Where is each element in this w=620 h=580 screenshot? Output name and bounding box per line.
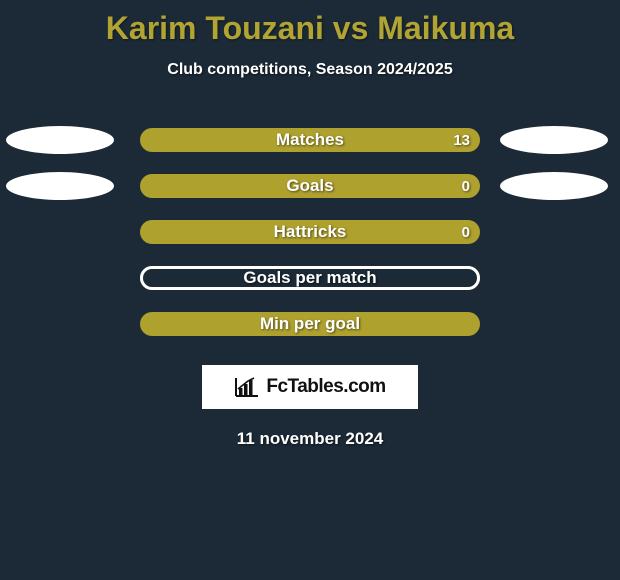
stat-bar: Matches 13 <box>140 128 480 152</box>
stat-bar: Hattricks 0 <box>140 220 480 244</box>
source-logo: FcTables.com <box>202 365 418 409</box>
stat-label: Hattricks <box>274 222 347 242</box>
stat-label: Matches <box>276 130 344 150</box>
stat-value-right: 0 <box>462 224 470 241</box>
stat-value-right: 0 <box>462 178 470 195</box>
stat-row: Goals per match <box>0 255 620 301</box>
stat-row: Matches 13 <box>0 117 620 163</box>
bar-chart-icon <box>234 376 260 398</box>
stat-bar: Min per goal <box>140 312 480 336</box>
page-title: Karim Touzani vs Maikuma <box>0 0 620 47</box>
infographic-date: 11 november 2024 <box>0 429 620 449</box>
stat-row: Hattricks 0 <box>0 209 620 255</box>
stat-label: Goals per match <box>243 268 376 288</box>
stat-label: Min per goal <box>260 314 360 334</box>
stat-value-right: 13 <box>453 132 470 149</box>
stat-label: Goals <box>286 176 333 196</box>
stat-row: Goals 0 <box>0 163 620 209</box>
right-value-ellipse <box>500 172 608 200</box>
comparison-infographic: Karim Touzani vs Maikuma Club competitio… <box>0 0 620 580</box>
stat-row: Min per goal <box>0 301 620 347</box>
stat-bar: Goals 0 <box>140 174 480 198</box>
page-subtitle: Club competitions, Season 2024/2025 <box>0 61 620 79</box>
right-value-ellipse <box>500 126 608 154</box>
stat-bar: Goals per match <box>140 266 480 290</box>
source-logo-text: FcTables.com <box>266 376 385 398</box>
left-value-ellipse <box>6 126 114 154</box>
left-value-ellipse <box>6 172 114 200</box>
stat-rows: Matches 13 Goals 0 Hattricks 0 Goals per… <box>0 117 620 347</box>
